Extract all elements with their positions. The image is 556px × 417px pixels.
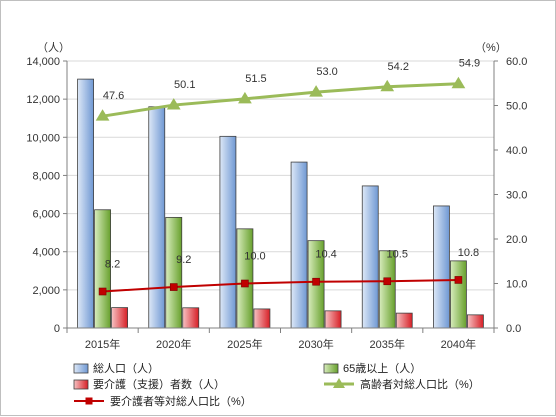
bar-aged-65-plus	[378, 250, 396, 329]
left-tick-label: 14,000	[26, 56, 60, 68]
marker-square	[312, 277, 320, 286]
data-label: 9.2	[176, 254, 191, 266]
right-tick-label: 0.0	[506, 323, 521, 335]
bar-aged-65-plus	[165, 216, 183, 329]
right-tick-label: 40.0	[506, 145, 527, 157]
data-label: 10.0	[244, 251, 265, 263]
marker-triangle	[95, 109, 110, 121]
data-label: 10.4	[315, 249, 336, 261]
bar-care-recipients	[182, 307, 200, 329]
data-label: 54.2	[388, 61, 409, 73]
legend-item: 65歳以上（人）	[323, 362, 421, 375]
right-tick-label: 20.0	[506, 234, 527, 246]
line-care-ratio	[102, 278, 459, 293]
bar-care-recipients	[395, 312, 413, 329]
bar-care-recipients	[324, 310, 342, 329]
marker-triangle	[380, 79, 395, 92]
legend-item: 高齢者対総人口比（%）	[324, 377, 480, 391]
right-tick-label: 10.0	[506, 279, 527, 291]
bars	[77, 78, 484, 329]
bar-aged-65-plus	[450, 260, 467, 329]
marker-triangle	[309, 85, 323, 97]
bar-aged-65-plus	[236, 228, 254, 329]
legend-label: 高齢者対総人口比（%）	[360, 377, 480, 391]
legend-item: 総人口（人）	[73, 361, 159, 375]
x-tick-label: 2015年	[85, 337, 120, 351]
legend-label: 総人口（人）	[93, 361, 159, 375]
marker-triangle	[238, 91, 252, 104]
bar-total-population	[148, 106, 166, 329]
marker-square	[169, 283, 178, 291]
legend-swatch	[73, 379, 89, 390]
right-tick-label: 60.0	[506, 56, 527, 68]
bar-total-population	[433, 205, 450, 329]
marker-triangle	[451, 76, 466, 89]
legend-swatch	[323, 363, 339, 374]
data-label: 54.9	[459, 58, 480, 70]
legend-label: 65歳以上（人）	[343, 362, 421, 375]
labels: 47.6 50.1 51.5 53.0 54.2 54.9 8.2 9.2 10.0 10.4 10…	[103, 58, 480, 271]
bar-care-recipients	[253, 308, 271, 329]
x-tick-label: 2020年	[156, 337, 191, 351]
axes: 0 2,000 4,000 6,000 8,000 10,000 12,000 14,000 0…	[26, 41, 527, 351]
legend-label: 要介護者等対総人口比（%）	[110, 394, 252, 408]
bar-total-population	[361, 185, 379, 329]
legend-marker	[333, 378, 345, 388]
x-tick-label: 2035年	[370, 337, 405, 351]
left-tick-label: 8,000	[32, 170, 60, 182]
legend-swatch	[73, 363, 89, 374]
marker-square	[241, 279, 249, 288]
data-label: 51.5	[245, 73, 266, 85]
bar-care-recipients	[111, 307, 128, 329]
data-label: 10.5	[387, 248, 408, 260]
left-tick-label: 4,000	[32, 247, 60, 259]
x-tick-label: 2025年	[227, 337, 262, 351]
marker-triangle	[166, 98, 181, 110]
bar-total-population	[219, 135, 237, 329]
data-label: 8.2	[105, 259, 120, 271]
right-tick-label: 50.0	[506, 101, 527, 113]
x-tick-label: 2040年	[441, 337, 476, 351]
data-label: 10.8	[458, 247, 479, 259]
legend-marker	[85, 397, 93, 405]
data-label: 50.1	[174, 79, 195, 91]
left-tick-label: 0	[54, 323, 60, 335]
right-axis-unit: （%）	[475, 41, 507, 54]
bar-care-recipients	[467, 314, 484, 329]
marker-square	[98, 287, 107, 296]
line-elderly-ratio	[102, 82, 459, 118]
left-tick-label: 2,000	[32, 285, 60, 297]
right-tick-label: 30.0	[506, 190, 527, 202]
gridlines	[67, 60, 494, 291]
lines	[95, 76, 466, 296]
data-label: 47.6	[103, 90, 124, 102]
legend-label: 要介護（支援）者数（人）	[93, 377, 225, 391]
bar-total-population	[290, 161, 308, 329]
legend: 総人口（人） 65歳以上（人） 要介護（支援）者数（人） 高齢者対総人口比（%） 要介護…	[73, 361, 480, 408]
left-tick-label: 10,000	[26, 132, 60, 144]
marker-square	[454, 276, 463, 284]
legend-item: 要介護（支援）者数（人）	[73, 377, 225, 391]
legend-item: 要介護者等対総人口比（%）	[74, 394, 252, 408]
left-tick-label: 12,000	[26, 94, 60, 106]
data-label: 53.0	[316, 66, 337, 78]
left-tick-label: 6,000	[32, 209, 60, 221]
left-axis-unit: （人）	[37, 41, 70, 54]
marker-square	[383, 277, 392, 286]
x-tick-label: 2030年	[298, 337, 333, 351]
bar-total-population	[77, 78, 94, 329]
